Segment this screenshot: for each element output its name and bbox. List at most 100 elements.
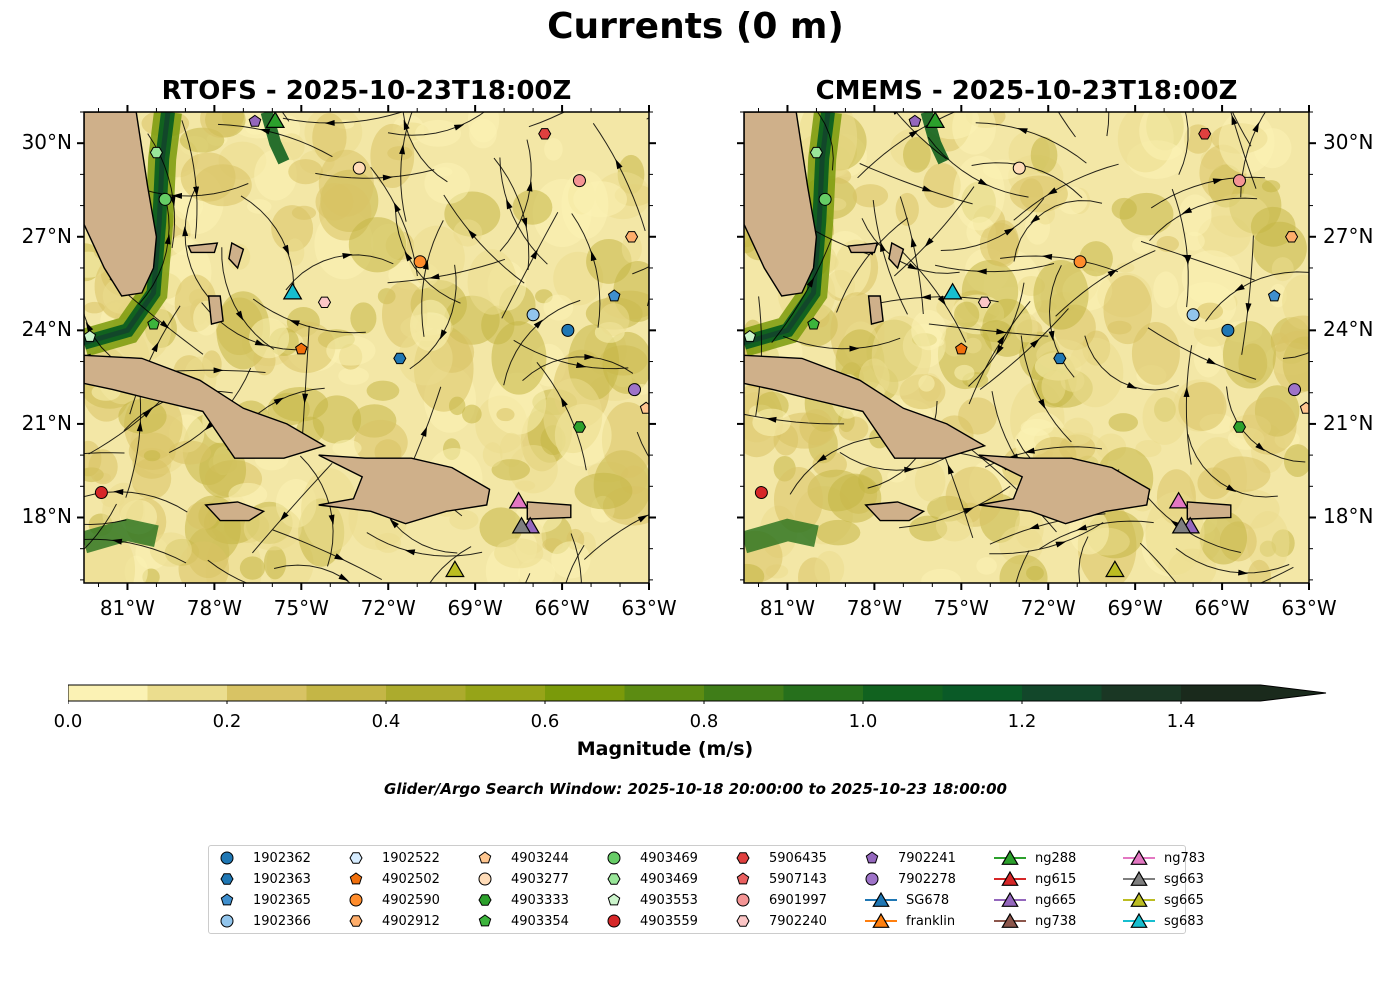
legend-label: 4903244 <box>511 851 569 866</box>
legend-label: ng783 <box>1164 851 1206 866</box>
cmems-current-map[interactable] <box>744 112 1309 583</box>
rtofs-current-map[interactable] <box>84 112 649 583</box>
marker-4903553 <box>84 329 97 342</box>
legend-label: 5906435 <box>769 851 827 866</box>
marker-1902365 <box>607 289 621 302</box>
legend-marker-icon <box>478 872 492 886</box>
legend-item: 4903559 <box>604 911 729 931</box>
marker-sg683 <box>942 282 963 300</box>
legend-marker-icon <box>736 852 750 864</box>
legend-label: 1902365 <box>253 893 311 908</box>
marker-sg663 <box>511 516 532 534</box>
marker-sg665 <box>445 560 465 578</box>
colorbar-tick-label: 0.2 <box>212 711 242 732</box>
marker-7902241 <box>908 114 922 127</box>
legend-marker-icon <box>1123 849 1155 865</box>
marker-4903553 <box>744 329 757 342</box>
legend-item: 4903553 <box>604 890 729 910</box>
legend-label: ng665 <box>1035 893 1077 908</box>
legend-label: ng615 <box>1035 872 1077 887</box>
legend-marker-icon <box>220 851 234 865</box>
lat-tick-label: 27°N <box>21 223 72 248</box>
marker-4903354 <box>147 317 160 330</box>
legend-label: 4903469 <box>640 851 698 866</box>
legend-label: 4903469 <box>640 872 698 887</box>
legend-marker-icon <box>994 891 1026 907</box>
legend-marker-icon <box>736 915 750 927</box>
marker-ng288 <box>265 112 286 128</box>
colorbar-segment <box>68 685 148 701</box>
figure-title: Currents (0 m) <box>547 6 844 47</box>
legend-item: sg665 <box>1120 890 1245 910</box>
legend-marker-icon <box>478 894 492 906</box>
lat-tick-label: 30°N <box>21 130 72 155</box>
lon-tick-label: 63°W <box>621 596 677 620</box>
legend-item: ng665 <box>991 890 1116 910</box>
marker-sg683 <box>282 282 303 300</box>
search-window-text: Glider/Argo Search Window: 2025-10-18 20… <box>384 780 1007 798</box>
legend-item: 4903277 <box>475 869 600 889</box>
lat-tick-label: 21°N <box>1323 410 1374 435</box>
colorbar-segment <box>942 685 1023 701</box>
marker-4903277 <box>1012 161 1026 175</box>
lat-tick-label: 24°N <box>21 317 72 342</box>
colorbar-label: Magnitude (m/s) <box>576 738 754 760</box>
cmems-map-svg <box>744 112 1309 583</box>
legend-marker-icon <box>736 872 750 885</box>
legend-label: 4903354 <box>511 914 569 929</box>
legend-marker-icon <box>994 849 1026 865</box>
lon-tick-label: 66°W <box>1194 596 1250 620</box>
legend-item: 4902502 <box>346 869 471 889</box>
marker-6901997 <box>572 174 586 188</box>
colorbar-segment <box>386 685 466 701</box>
lon-tick-label: 75°W <box>273 596 329 620</box>
colorbar-tick-label: 1.4 <box>1166 711 1196 732</box>
legend-item: 5906435 <box>733 848 858 868</box>
lat-tick-label: 21°N <box>21 410 72 435</box>
marker-4903469 <box>809 146 823 159</box>
legend-item: ng738 <box>991 911 1116 931</box>
axes-frame <box>83 111 650 584</box>
colorbar <box>68 684 1327 704</box>
colorbar-segment <box>1022 685 1102 701</box>
colorbar-segment <box>624 685 705 701</box>
legend-item: 4902590 <box>346 890 471 910</box>
lat-tick-label: 18°N <box>1323 504 1374 529</box>
legend-item: ng615 <box>991 869 1116 889</box>
colorbar-tick-label: 0.6 <box>530 711 560 732</box>
legend-item: 4903354 <box>475 911 600 931</box>
lat-tick-label: 27°N <box>1323 223 1374 248</box>
lon-tick-label: 63°W <box>1281 596 1337 620</box>
legend-marker-icon <box>865 912 897 928</box>
marker-ng783 <box>508 491 529 509</box>
legend-label: sg665 <box>1164 893 1204 908</box>
legend-marker-icon <box>736 893 750 907</box>
legend-marker-icon <box>220 873 234 885</box>
legend-label: 1902522 <box>382 851 440 866</box>
legend-marker-icon <box>607 851 621 865</box>
colorbar-segment <box>545 685 625 701</box>
marker-1902365 <box>1267 289 1281 302</box>
marker-ng288 <box>925 112 946 128</box>
colorbar-segment <box>465 685 546 701</box>
lon-tick-label: 81°W <box>759 596 816 620</box>
marker-1902362 <box>561 323 575 337</box>
colorbar-tick-label: 1.2 <box>1007 711 1037 732</box>
marker-5906435 <box>538 128 552 140</box>
legend-marker-icon <box>865 891 897 907</box>
legend-item: 4903469 <box>604 848 729 868</box>
colorbar-segment <box>863 685 943 701</box>
legend-marker-icon <box>994 912 1026 928</box>
legend-label: 1902366 <box>253 914 311 929</box>
marker-7902240 <box>977 296 992 308</box>
legend-item: 4903244 <box>475 848 600 868</box>
lat-tick-label: 18°N <box>21 504 72 529</box>
marker-7902241 <box>248 114 262 127</box>
legend-label: franklin <box>906 914 956 929</box>
marker-4903333 <box>1232 421 1247 433</box>
legend-item: 4903469 <box>604 869 729 889</box>
legend-item: 7902241 <box>862 848 987 868</box>
legend-label: 1902363 <box>253 872 311 887</box>
axes-frame <box>743 111 1310 584</box>
legend-item: ng783 <box>1120 848 1245 868</box>
